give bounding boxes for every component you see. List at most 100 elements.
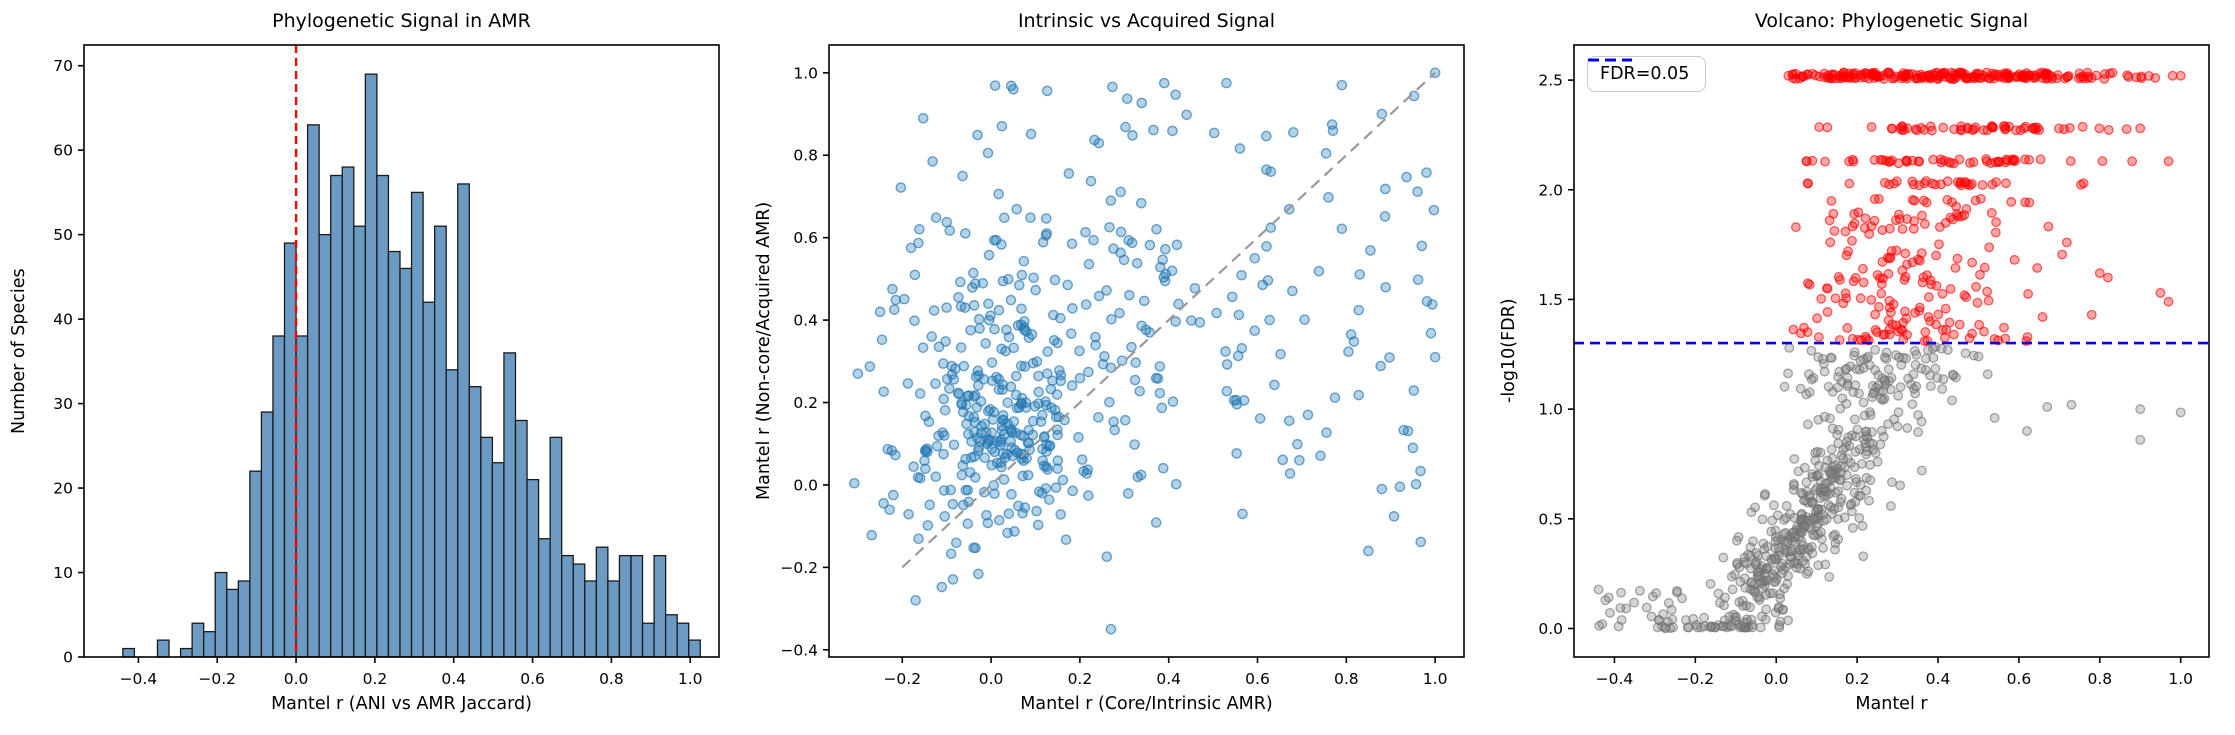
scatter-point	[1790, 537, 1801, 548]
scatter-point	[1299, 314, 1310, 325]
scatter-point	[1016, 269, 1028, 281]
scatter-point	[946, 360, 957, 372]
scatter-point	[1641, 602, 1652, 613]
scatter-point	[1336, 223, 1348, 235]
scatter-point	[1019, 502, 1031, 513]
histogram-bar	[330, 174, 343, 658]
y-tick-label: 2.0	[1538, 181, 1563, 199]
scatter-point	[1824, 571, 1835, 582]
scatter-point	[1233, 309, 1245, 321]
scatter-plot: −0.2 0.0 0.2 0.4 0.6 0.8 1.0 −0.4 −0.2 0.0 0.2 0.4 0…	[780, 44, 1465, 688]
scatter-point	[1944, 317, 1955, 328]
scatter-point	[2004, 121, 2015, 132]
y-tick-label: 0	[63, 649, 73, 667]
scatter-point	[1879, 177, 1890, 188]
scatter-point	[1940, 303, 1951, 314]
scatter-point	[1007, 84, 1019, 95]
scatter-point	[1933, 309, 1944, 320]
scatter-point	[890, 294, 902, 306]
histogram-bar	[641, 622, 655, 658]
scatter-point	[917, 342, 929, 353]
scatter-point	[1849, 414, 1860, 425]
scatter-point	[933, 341, 945, 353]
scatter-point	[887, 283, 898, 295]
histogram-bar	[491, 462, 505, 658]
scatter-point	[1158, 272, 1170, 283]
scatter-point	[1154, 387, 1166, 399]
scatter-point	[1769, 577, 1780, 588]
histogram-bar	[306, 124, 320, 658]
x-tick-label: 0.4	[1926, 670, 1951, 688]
scatter-point	[1921, 176, 1932, 187]
histogram-bar	[260, 411, 274, 658]
scatter-point	[1925, 381, 1936, 392]
scatter-point	[1870, 344, 1881, 355]
scatter-point	[1732, 557, 1743, 568]
scatter-point	[1825, 237, 1836, 248]
scatter-point	[1066, 380, 1078, 391]
scatter-point	[1136, 97, 1148, 109]
scatter-point	[1916, 248, 1927, 259]
scatter-point	[988, 480, 1000, 491]
scatter-point	[989, 488, 1000, 500]
scatter-point	[1315, 450, 1326, 462]
scatter-point	[1038, 460, 1050, 472]
scatter-point	[1964, 157, 1975, 168]
scatter-point	[956, 469, 968, 481]
scatter-point	[1615, 603, 1626, 614]
scatter-point	[1166, 265, 1178, 277]
scatter-point	[1134, 385, 1146, 397]
legend-label: FDR=0.05	[1600, 64, 1690, 84]
scatter-point	[1754, 594, 1765, 605]
scatter-point	[1858, 263, 1868, 274]
scatter-point	[1114, 307, 1125, 319]
scatter-point	[2094, 123, 2105, 134]
scatter-point	[1893, 407, 1904, 418]
scatter-point	[1320, 148, 1332, 159]
scatter-point	[970, 278, 981, 289]
x-tick-label: 0.0	[979, 670, 1004, 688]
scatter-point	[1850, 446, 1861, 457]
scatter-point	[1951, 201, 1962, 212]
scatter-point	[2135, 123, 2146, 134]
x-tick-label: 0.6	[2007, 670, 2032, 688]
scatter-point	[2065, 156, 2076, 167]
scatter-point	[1345, 329, 1357, 340]
y-tick-label: 0.6	[793, 229, 818, 247]
scatter-point	[1122, 488, 1134, 499]
histogram-bar	[214, 571, 228, 658]
scatter-point	[1002, 397, 1014, 408]
scatter-point	[1604, 607, 1615, 618]
scatter-point	[986, 357, 998, 368]
scatter-point	[1030, 284, 1041, 296]
scatter-point	[1429, 351, 1441, 363]
scatter-point	[1185, 315, 1197, 326]
scatter-point	[1974, 269, 1985, 280]
scatter-point	[1080, 226, 1091, 238]
x-tick-label: 0.8	[2087, 670, 2112, 688]
scatter-point	[1962, 179, 1973, 190]
scatter-point	[1745, 550, 1756, 561]
scatter-point	[1860, 213, 1871, 224]
y-axis-label: Mantel r (Non-core/Acquired AMR)	[754, 201, 774, 501]
scatter-point	[938, 448, 949, 460]
scatter-point	[1979, 326, 1989, 337]
scatter-point	[1597, 619, 1608, 630]
histogram-bar	[272, 335, 286, 658]
scatter-point	[1816, 293, 1827, 304]
scatter-point	[1876, 425, 1887, 436]
scatter-point	[909, 315, 920, 327]
scatter-point	[972, 380, 984, 391]
scatter-point	[1955, 67, 1966, 78]
scatter-point	[1870, 365, 1880, 375]
scatter-point	[988, 406, 1000, 418]
scatter-point	[938, 393, 949, 405]
scatter-point	[1867, 67, 1878, 78]
scatter-point	[1836, 493, 1847, 504]
scatter-point	[1842, 323, 1853, 333]
scatter-point	[905, 242, 917, 254]
scatter-point	[1917, 277, 1928, 288]
scatter-point	[2019, 154, 2030, 165]
scatter-point	[1841, 436, 1852, 447]
histogram-bar	[283, 242, 297, 658]
